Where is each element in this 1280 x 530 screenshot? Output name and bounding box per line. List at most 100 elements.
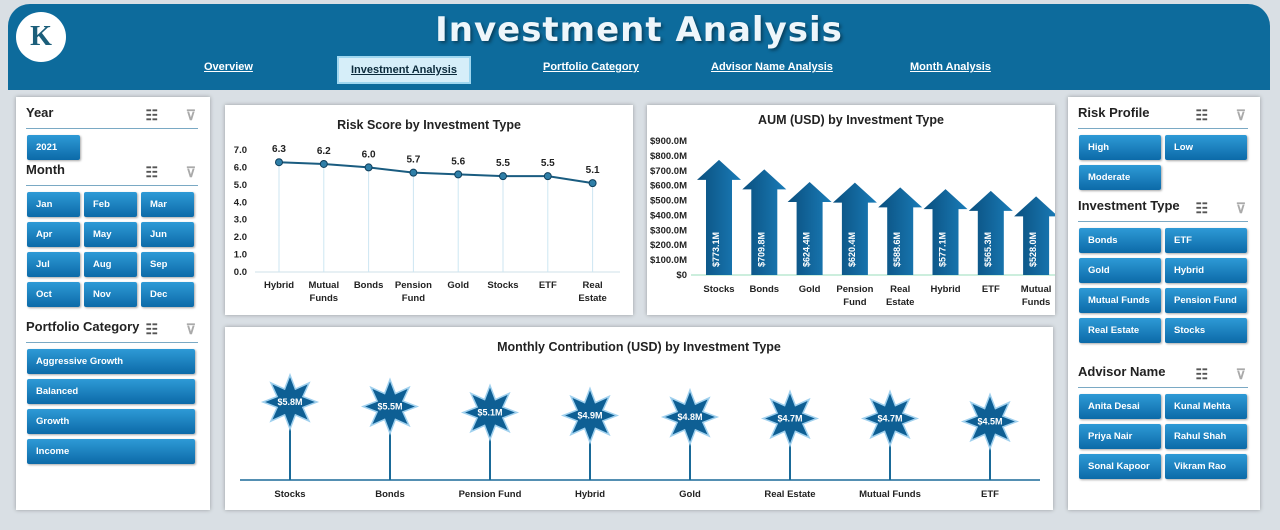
x-axis-label: Hybrid xyxy=(264,280,294,291)
y-tick-label: 3.0 xyxy=(234,215,247,226)
aum-chart: AUM (USD) by Investment Type $0 $100.0M $2… xyxy=(647,105,1059,315)
slicer-item-month[interactable]: Dec xyxy=(141,282,194,307)
multi-select-icon[interactable]: ☷ xyxy=(145,107,158,123)
tab-overview[interactable]: Overview xyxy=(204,61,253,73)
slicer-item-month[interactable]: Oct xyxy=(27,282,80,307)
slicer-item-investment-type[interactable]: Mutual Funds xyxy=(1079,288,1161,313)
slicer-header-portfolio: Portfolio Category ☷ ⊽ xyxy=(26,319,198,343)
star-marker xyxy=(960,392,1020,451)
slicer-title: Advisor Name xyxy=(1078,364,1166,379)
data-label: $4.5M xyxy=(977,417,1002,427)
chart-title: Risk Score by Investment Type xyxy=(337,118,521,132)
tab-investment-analysis[interactable]: Investment Analysis xyxy=(337,56,471,84)
slicer-item-advisor-name[interactable]: Rahul Shah xyxy=(1165,424,1247,449)
data-label: 5.5 xyxy=(496,158,510,169)
slicer-item-year[interactable]: 2021 xyxy=(27,135,80,160)
clear-filter-icon[interactable]: ⊽ xyxy=(1235,366,1246,382)
slicer-item-investment-type[interactable]: Hybrid xyxy=(1165,258,1247,283)
x-axis-label: Funds xyxy=(1022,297,1051,308)
slicer-item-portfolio[interactable]: Growth xyxy=(27,409,195,434)
slicer-item-portfolio[interactable]: Balanced xyxy=(27,379,195,404)
chart-title: Monthly Contribution (USD) by Investment… xyxy=(497,340,781,354)
multi-select-icon[interactable]: ☷ xyxy=(145,321,158,337)
multi-select-icon[interactable]: ☷ xyxy=(1195,366,1208,382)
clear-filter-icon[interactable]: ⊽ xyxy=(1235,107,1246,123)
y-tick-label: $600.0M xyxy=(650,181,687,192)
star-marker xyxy=(560,386,620,445)
slicer-item-month[interactable]: Jun xyxy=(141,222,194,247)
slicer-item-risk-profile[interactable]: High xyxy=(1079,135,1161,160)
data-label: $565.3M xyxy=(983,232,993,267)
x-axis-label: Hybrid xyxy=(575,489,605,500)
slicer-title: Portfolio Category xyxy=(26,319,140,334)
clear-filter-icon[interactable]: ⊽ xyxy=(185,164,196,180)
slicer-item-advisor-name[interactable]: Vikram Rao xyxy=(1165,454,1247,479)
data-label: $620.4M xyxy=(847,232,857,267)
slicer-item-month[interactable]: Nov xyxy=(84,282,137,307)
x-axis-label: Gold xyxy=(799,284,821,295)
data-label: $4.8M xyxy=(677,412,702,422)
tab-portfolio-category[interactable]: Portfolio Category xyxy=(543,61,639,73)
slicer-item-risk-profile[interactable]: Moderate xyxy=(1079,165,1161,190)
slicer-item-month[interactable]: Feb xyxy=(84,192,137,217)
star-marker xyxy=(660,387,720,447)
right-slicer-panel: Risk Profile ☷ ⊽ High Low Moderate Investment … xyxy=(1068,97,1260,510)
tab-advisor-name-analysis[interactable]: Advisor Name Analysis xyxy=(711,61,833,73)
data-label: 5.7 xyxy=(406,155,420,166)
slicer-header-risk-profile: Risk Profile ☷ ⊽ xyxy=(1078,105,1248,129)
arrow-bar xyxy=(923,189,968,275)
data-point xyxy=(543,172,552,181)
data-label: 5.6 xyxy=(451,156,465,167)
data-label: $709.8M xyxy=(756,232,766,267)
tab-month-analysis[interactable]: Month Analysis xyxy=(910,61,991,73)
data-point xyxy=(454,170,463,179)
slicer-item-month[interactable]: Apr xyxy=(27,222,80,247)
x-axis-label: Real xyxy=(890,284,910,295)
slicer-item-risk-profile[interactable]: Low xyxy=(1165,135,1247,160)
x-axis-label: ETF xyxy=(982,284,1000,295)
slicer-item-advisor-name[interactable]: Kunal Mehta xyxy=(1165,394,1247,419)
clear-filter-icon[interactable]: ⊽ xyxy=(185,107,196,123)
data-label: 5.1 xyxy=(586,165,600,176)
x-axis-label: Estate xyxy=(578,293,607,304)
star-marker xyxy=(260,372,320,432)
slicer-item-investment-type[interactable]: Pension Fund xyxy=(1165,288,1247,313)
arrow-bar xyxy=(832,182,877,275)
x-axis-label: Fund xyxy=(843,297,866,308)
slicer-item-portfolio[interactable]: Income xyxy=(27,439,195,464)
slicer-item-advisor-name[interactable]: Anita Desai xyxy=(1079,394,1161,419)
slicer-item-advisor-name[interactable]: Sonal Kapoor xyxy=(1079,454,1161,479)
y-tick-label: $400.0M xyxy=(650,210,687,221)
y-tick-label: 2.0 xyxy=(234,232,247,243)
x-axis-label: Bonds xyxy=(354,280,384,291)
slicer-item-investment-type[interactable]: Gold xyxy=(1079,258,1161,283)
slicer-header-investment-type: Investment Type ☷ ⊽ xyxy=(1078,198,1248,222)
slicer-item-month[interactable]: Aug xyxy=(84,252,137,277)
multi-select-icon[interactable]: ☷ xyxy=(1195,200,1208,216)
slicer-item-month[interactable]: Sep xyxy=(141,252,194,277)
series-line xyxy=(278,161,593,185)
slicer-item-month[interactable]: Jan xyxy=(27,192,80,217)
clear-filter-icon[interactable]: ⊽ xyxy=(185,321,196,337)
x-axis-label: Stocks xyxy=(487,280,518,291)
clear-filter-icon[interactable]: ⊽ xyxy=(1235,200,1246,216)
y-tick-label: $100.0M xyxy=(650,255,687,266)
arrow-bar xyxy=(742,169,787,275)
y-tick-label: $900.0M xyxy=(650,136,687,147)
data-label: $5.5M xyxy=(377,402,402,412)
data-label: 5.5 xyxy=(541,158,555,169)
slicer-item-investment-type[interactable]: Real Estate xyxy=(1079,318,1161,343)
slicer-item-month[interactable]: May xyxy=(84,222,137,247)
multi-select-icon[interactable]: ☷ xyxy=(145,164,158,180)
slicer-item-month[interactable]: Jul xyxy=(27,252,80,277)
data-label: $4.7M xyxy=(777,414,802,424)
slicer-item-investment-type[interactable]: ETF xyxy=(1165,228,1247,253)
slicer-item-investment-type[interactable]: Stocks xyxy=(1165,318,1247,343)
multi-select-icon[interactable]: ☷ xyxy=(1195,107,1208,123)
data-label: $5.8M xyxy=(277,397,302,407)
slicer-item-investment-type[interactable]: Bonds xyxy=(1079,228,1161,253)
x-axis-label: ETF xyxy=(539,280,557,291)
slicer-item-advisor-name[interactable]: Priya Nair xyxy=(1079,424,1161,449)
slicer-item-month[interactable]: Mar xyxy=(141,192,194,217)
slicer-item-portfolio[interactable]: Aggressive Growth xyxy=(27,349,195,374)
